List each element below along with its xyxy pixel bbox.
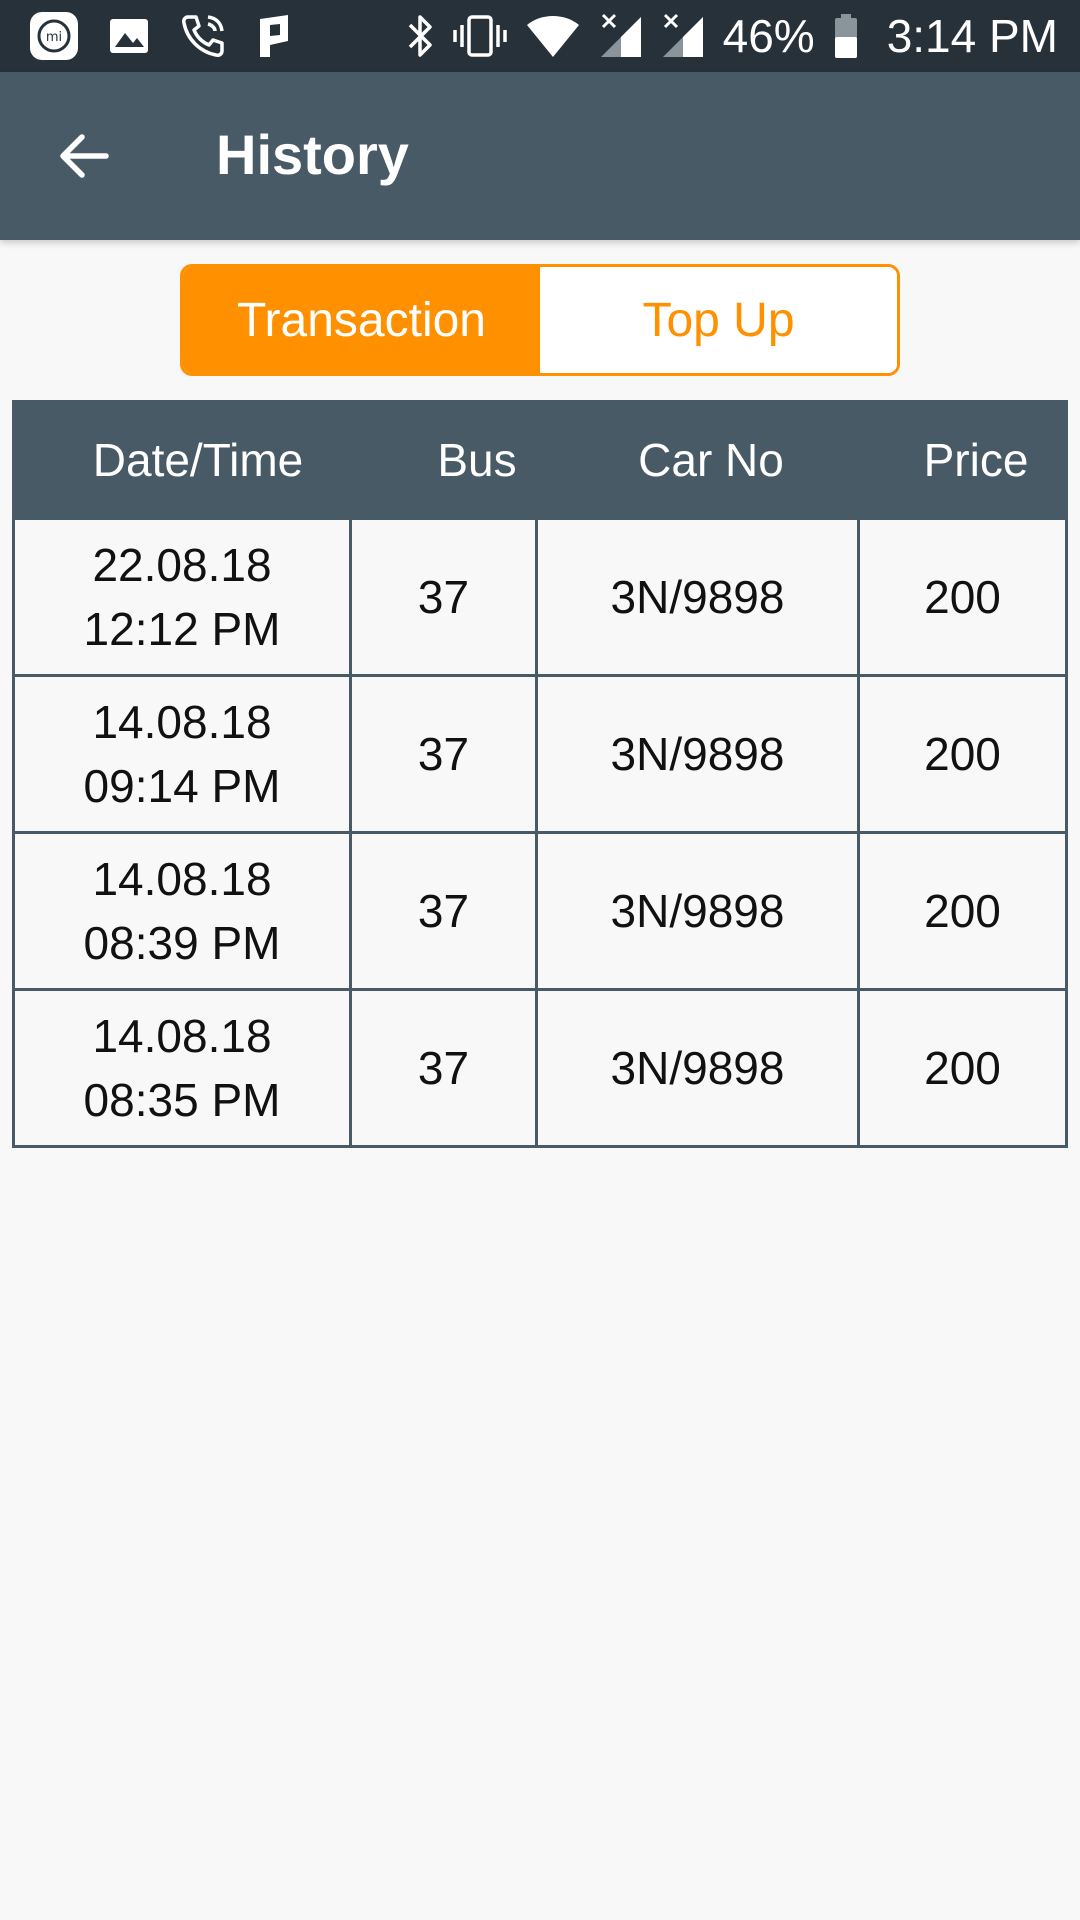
page-title: History: [216, 123, 409, 186]
tab-transaction[interactable]: Transaction: [183, 267, 540, 373]
header-car-no: Car No: [638, 434, 784, 486]
table-row[interactable]: 22.08.18 12:12 PM 37 3N/9898 200: [15, 517, 1065, 674]
gallery-icon: [110, 19, 148, 53]
cell-price: 200: [857, 520, 1065, 674]
signal-icon: [600, 13, 641, 57]
cell-date: 22.08.18: [92, 539, 272, 591]
header-bus: Bus: [437, 434, 517, 486]
battery-icon: [834, 14, 857, 58]
signal-icon: [662, 13, 703, 57]
cell-time: 09:14 PM: [83, 760, 281, 812]
wifi-icon: [526, 16, 579, 57]
cell-car-no: 3N/9898: [535, 991, 857, 1145]
cell-time: 08:39 PM: [83, 917, 281, 969]
status-bar: mi: [0, 0, 1080, 72]
bluetooth-icon: [408, 15, 432, 57]
cell-date-time: 14.08.18 09:14 PM: [15, 677, 349, 831]
phone-call-icon: [182, 15, 224, 57]
cell-date: 14.08.18: [92, 696, 272, 748]
cell-price: 200: [857, 991, 1065, 1145]
header-date-time: Date/Time: [92, 434, 304, 486]
cell-date: 14.08.18: [92, 1010, 272, 1062]
back-button[interactable]: [44, 116, 124, 196]
clock: 3:14 PM: [886, 10, 1058, 62]
cell-car-no: 3N/9898: [535, 677, 857, 831]
header-price: Price: [923, 434, 1029, 486]
history-type-toggle: Transaction Top Up: [180, 264, 900, 376]
cell-time: 08:35 PM: [83, 1074, 281, 1126]
back-arrow-icon: [60, 134, 109, 178]
cell-car-no: 3N/9898: [535, 834, 857, 988]
cell-bus: 37: [349, 834, 535, 988]
cell-car-no: 3N/9898: [535, 520, 857, 674]
history-table: Date/Time Bus Car No Price 22.08.18 12:1…: [12, 400, 1068, 1148]
vibrate-icon: [452, 15, 507, 57]
cell-price: 200: [857, 834, 1065, 988]
cell-bus: 37: [349, 677, 535, 831]
cell-date-time: 22.08.18 12:12 PM: [15, 520, 349, 674]
cell-date-time: 14.08.18 08:39 PM: [15, 834, 349, 988]
cell-price: 200: [857, 677, 1065, 831]
cell-date-time: 14.08.18 08:35 PM: [15, 991, 349, 1145]
table-row[interactable]: 14.08.18 09:14 PM 37 3N/9898 200: [15, 674, 1065, 831]
cell-date: 14.08.18: [92, 853, 272, 905]
tab-top-up[interactable]: Top Up: [540, 267, 897, 373]
table-row[interactable]: 14.08.18 08:39 PM 37 3N/9898 200: [15, 831, 1065, 988]
svg-text:mi: mi: [46, 30, 62, 45]
app-bar: History: [0, 72, 1080, 240]
table-row[interactable]: 14.08.18 08:35 PM 37 3N/9898 200: [15, 988, 1065, 1145]
table-header: Date/Time Bus Car No Price: [15, 403, 1065, 517]
parking-app-icon: [260, 15, 288, 57]
battery-percent: 46%: [722, 10, 815, 62]
cell-bus: 37: [349, 520, 535, 674]
mi-app-icon: mi: [30, 12, 78, 60]
cell-bus: 37: [349, 991, 535, 1145]
cell-time: 12:12 PM: [83, 603, 281, 655]
